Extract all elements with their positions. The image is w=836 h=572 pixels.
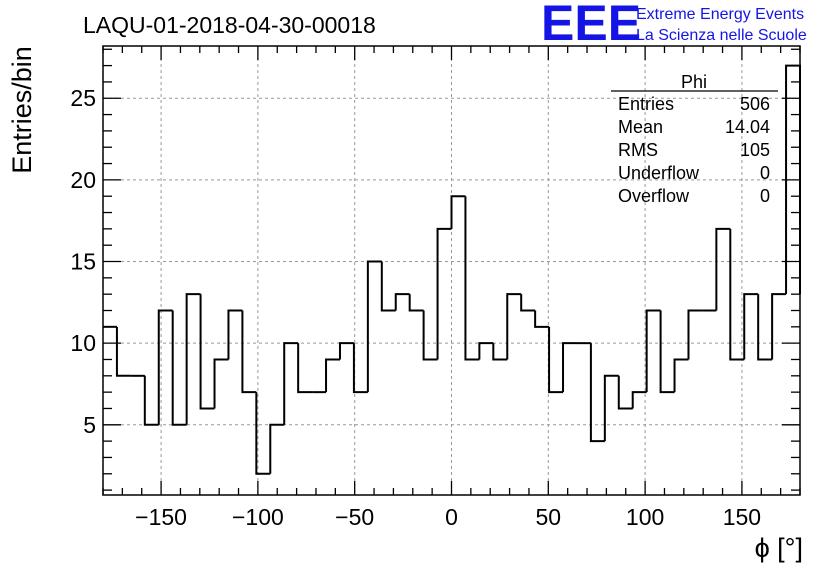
y-tick-label: 15	[70, 249, 96, 275]
y-tick-label: 20	[70, 167, 96, 193]
histogram-bin	[408, 294, 424, 312]
x-tick-label: 50	[536, 504, 562, 530]
y-axis-title: Entries/bin	[7, 46, 37, 174]
histogram-bin	[436, 227, 452, 360]
histogram-bin	[394, 293, 410, 311]
stats-row-label: Mean	[618, 117, 663, 137]
stats-row-label: Underflow	[618, 163, 700, 183]
x-tick-label: 150	[723, 504, 761, 530]
histogram-bars	[103, 64, 801, 475]
histogram-bin	[199, 294, 215, 410]
x-axis-title: ϕ [°]	[755, 533, 803, 563]
histogram-bin	[143, 375, 159, 426]
stats-box: Phi Entries 506 Mean 14.04 RMS 105 Underflow 0 O…	[611, 72, 778, 206]
histogram-bin	[534, 310, 550, 328]
y-tick-label: 10	[70, 330, 96, 356]
stats-row-label: RMS	[618, 140, 658, 160]
histogram-bin	[478, 342, 494, 360]
x-tick-label: −50	[335, 504, 374, 530]
y-tick-label: 25	[70, 85, 96, 111]
stats-row-label: Overflow	[618, 186, 690, 206]
histogram-bin	[673, 358, 689, 393]
plot-frame	[102, 45, 801, 496]
histogram-bin	[464, 196, 480, 361]
histogram-bin	[603, 374, 619, 442]
histogram-bin	[520, 294, 536, 312]
x-tick-labels: −150 −100 −50 0 50 100 150	[135, 504, 761, 530]
histogram-bin	[227, 309, 243, 360]
histogram-bin	[325, 358, 340, 393]
histogram-bin	[185, 293, 201, 425]
histogram-bin	[380, 261, 396, 312]
histogram-bin	[283, 342, 299, 425]
histogram-bin	[297, 343, 313, 394]
logo-mark: EEE	[541, 0, 641, 51]
histogram-bin	[450, 195, 466, 229]
stats-row-value: 105	[740, 140, 770, 160]
histogram-bin	[269, 423, 285, 474]
histogram-bin	[645, 309, 661, 393]
stats-rows: Entries 506 Mean 14.04 RMS 105 Underflow 0 Overf…	[618, 94, 770, 206]
histogram-bin	[617, 375, 633, 410]
logo-line-2: La Scienza nelle Scuole	[636, 27, 807, 44]
histogram-bin	[757, 294, 773, 361]
chart-title: LAQU-01-2018-04-30-00018	[83, 12, 376, 38]
histogram-bin	[492, 343, 508, 361]
x-tick-label: −150	[135, 504, 187, 530]
histogram-bin	[589, 343, 605, 443]
y-tick-labels: 5 10 15 20 25	[70, 85, 96, 438]
histogram-bin	[506, 293, 522, 360]
x-tick-label: 0	[445, 504, 458, 530]
histogram-bin	[687, 309, 703, 360]
histogram-bin	[631, 391, 647, 409]
stats-row-value: 0	[760, 163, 770, 183]
histogram-bin	[715, 227, 731, 311]
eee-logo: EEE Extreme Energy Events La Scienza nel…	[541, 0, 807, 51]
histogram-bin	[422, 310, 438, 361]
histogram-bin	[548, 326, 564, 394]
histogram-bin	[366, 260, 382, 393]
histogram-bin	[771, 293, 787, 360]
stats-row-value: 0	[760, 186, 770, 206]
x-tick-label: 100	[626, 504, 664, 530]
histogram-bin	[562, 342, 577, 393]
histogram-bin	[171, 310, 187, 426]
histogram-bin	[743, 293, 759, 360]
logo-line-1: Extreme Energy Events	[636, 6, 804, 23]
axis-ticks	[102, 46, 801, 495]
histogram-bin	[352, 343, 368, 394]
stats-row-value: 506	[740, 94, 770, 114]
histogram-bin	[157, 309, 173, 425]
histogram-bin	[729, 228, 745, 361]
stats-row-label: Entries	[618, 94, 674, 114]
histogram-bin	[213, 358, 229, 409]
y-tick-label: 5	[83, 412, 96, 438]
grid-lines	[103, 46, 800, 495]
histogram-bin	[241, 310, 257, 394]
histogram-bin	[659, 310, 675, 394]
stats-title: Phi	[681, 72, 707, 92]
stats-row-value: 14.04	[725, 117, 770, 137]
histogram-bin	[255, 392, 271, 475]
histogram-bin	[338, 342, 354, 360]
x-tick-label: −100	[232, 504, 284, 530]
